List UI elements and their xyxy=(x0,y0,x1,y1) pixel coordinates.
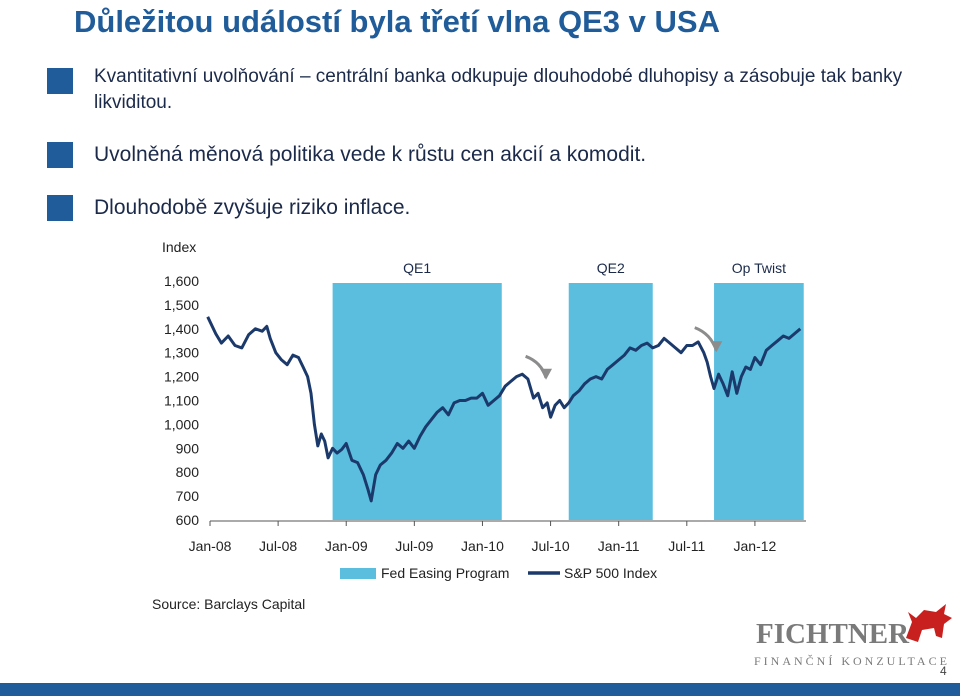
bullet-item: Dlouhodobě zvyšuje riziko inflace. xyxy=(47,195,924,221)
bullet-item: Kvantitativní uvolňování – centrální ban… xyxy=(47,64,924,116)
page-title: Důležitou událostí byla třetí vlna QE3 v… xyxy=(74,4,720,39)
bullet-text: Uvolněná měnová politika vede k růstu ce… xyxy=(94,143,647,166)
annotation-arrow xyxy=(694,326,718,351)
fed-easing-period xyxy=(714,283,804,520)
annotation-arrowhead xyxy=(540,368,553,380)
y-tick-label: 1,200 xyxy=(164,369,199,385)
y-axis-label: Index xyxy=(162,239,196,255)
fed-easing-period xyxy=(568,283,653,520)
y-tick-label: 1,100 xyxy=(164,393,199,409)
page-number: 4 xyxy=(940,664,947,678)
fed-easing-period xyxy=(332,283,502,520)
logo-subtitle: FINANČNÍ KONZULTACE xyxy=(754,654,950,668)
sp500-series-line xyxy=(206,316,802,503)
y-tick-label: 700 xyxy=(176,488,200,504)
legend-label: S&P 500 Index xyxy=(564,565,657,581)
x-tick-label: Jul-10 xyxy=(532,538,570,554)
bullet-item: Uvolněná měnová politika vede k růstu ce… xyxy=(47,142,924,168)
chart-source: Source: Barclays Capital xyxy=(152,596,306,612)
bullet-square-icon xyxy=(47,195,73,221)
x-tick-label: Jan-12 xyxy=(734,538,777,554)
x-tick-label: Jul-09 xyxy=(395,538,433,554)
y-tick-label: 1,000 xyxy=(164,416,199,432)
y-tick-label: 1,500 xyxy=(164,297,199,313)
x-tick-label: Jan-08 xyxy=(189,538,232,554)
period-label: QE2 xyxy=(597,260,625,276)
footer-bar xyxy=(0,683,960,696)
bullet-square-icon xyxy=(47,142,73,168)
y-tick-label: 1,600 xyxy=(164,273,199,289)
y-tick-label: 800 xyxy=(176,464,200,480)
x-tick-label: Jan-11 xyxy=(598,538,640,554)
logo-name: FICHTNER xyxy=(756,618,910,650)
legend-label: Fed Easing Program xyxy=(381,565,509,581)
x-tick-label: Jul-11 xyxy=(668,538,705,554)
period-label: Op Twist xyxy=(732,260,786,276)
x-tick-label: Jul-08 xyxy=(259,538,297,554)
bull-icon xyxy=(906,604,952,642)
y-tick-label: 1,400 xyxy=(164,321,199,337)
bullet-text: Dlouhodobě zvyšuje riziko inflace. xyxy=(94,196,411,219)
x-tick-label: Jan-10 xyxy=(461,538,504,554)
bullet-square-icon xyxy=(47,68,73,94)
x-tick-label: Jan-09 xyxy=(325,538,368,554)
y-tick-label: 900 xyxy=(176,440,200,456)
y-tick-label: 1,300 xyxy=(164,345,199,361)
sp500-qe-chart: QE1 QE2 Op Twist Index 1,600 1,500 1,400 1,300 1… xyxy=(162,239,806,581)
period-label: QE1 xyxy=(403,260,431,276)
annotation-arrowhead xyxy=(710,341,723,353)
annotation-arrow xyxy=(525,354,548,379)
legend-swatch-easing xyxy=(340,568,376,579)
company-logo: FICHTNER FINANČNÍ KONZULTACE xyxy=(752,598,957,678)
y-tick-label: 600 xyxy=(176,512,200,528)
bullet-text: Kvantitativní uvolňování – centrální ban… xyxy=(94,66,903,113)
